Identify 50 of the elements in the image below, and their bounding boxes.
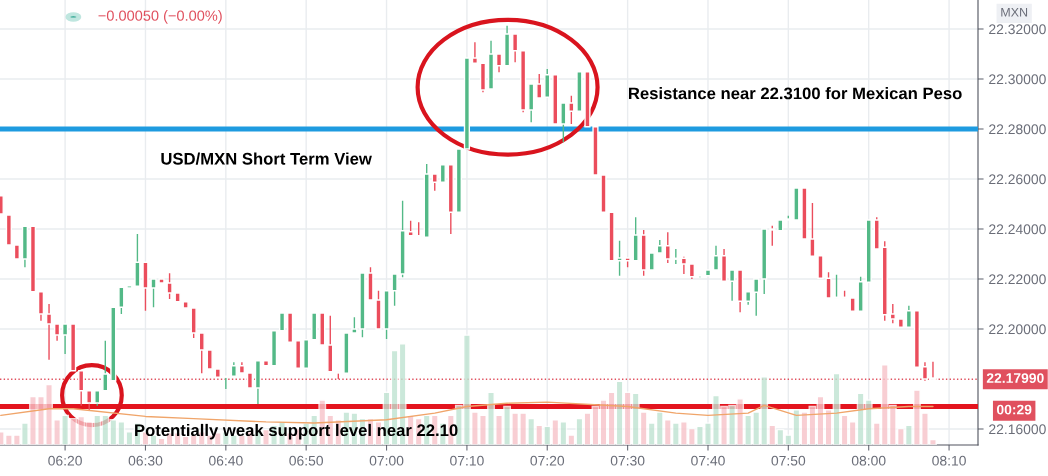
x-tick-label: 06:40: [209, 455, 243, 466]
text: MXN: [1001, 7, 1028, 17]
x-tick-label: 07:10: [450, 455, 484, 466]
candlestick: [118, 286, 125, 315]
x-tick-label: 07:30: [610, 455, 645, 466]
candlestick: [544, 68, 551, 98]
candlestick: [664, 231, 671, 264]
candlestick: [905, 305, 912, 328]
candlestick: [560, 102, 567, 143]
y-tick-label: 22.26000: [989, 174, 1046, 185]
candlestick: [672, 248, 679, 265]
candlestick: [568, 95, 575, 125]
x-tick-label: 08:10: [932, 455, 966, 466]
x-tick-label: 07:40: [691, 455, 725, 466]
x-tick-label: 07:00: [369, 455, 404, 466]
candlestick: [712, 245, 720, 271]
text: 00:29: [996, 404, 1032, 415]
candlestick: [512, 33, 519, 63]
annotation: USD/MXN Short Term View: [161, 152, 372, 165]
y-tick-label: 22.22000: [989, 274, 1046, 285]
x-tick-label: 07:20: [530, 455, 565, 466]
candlestick: [536, 73, 543, 99]
y-tick-label: 22.20000: [989, 324, 1046, 335]
y-tick-label: 22.32000: [989, 24, 1046, 35]
y-tick-label: 22.28000: [989, 124, 1046, 135]
ref-line-label: 22.17990: [986, 373, 1044, 383]
candlestick: [222, 375, 229, 390]
candlestick: [86, 390, 93, 412]
annotation: Resistance near 22.3100 for Mexican Peso: [628, 87, 962, 100]
candlestick: [198, 332, 205, 374]
candlestick: [889, 303, 896, 324]
x-tick-label: 06:30: [128, 455, 163, 466]
x-tick-label: 07:50: [771, 455, 806, 466]
annotation: Potentially weak support level near 22.10: [135, 423, 458, 440]
annotation: −0.00050 (−0.00%): [98, 10, 222, 24]
y-tick-label: 22.24000: [989, 224, 1046, 235]
x-tick-label: 06:20: [48, 455, 82, 466]
y-tick-label: 22.16000: [989, 424, 1046, 435]
x-tick-label: 08:00: [851, 455, 886, 466]
candlestick: [753, 278, 760, 317]
candlestick: [37, 291, 45, 322]
y-tick-label: 22.30000: [989, 74, 1046, 85]
x-tick-label: 06:50: [289, 455, 323, 466]
candlestick: [728, 269, 736, 302]
candlestick: [45, 303, 53, 361]
candlestick: [61, 323, 69, 355]
candlestick: [102, 340, 109, 392]
candlestick: [769, 225, 776, 247]
candlestick: [495, 53, 503, 73]
candlestick: [471, 41, 479, 64]
